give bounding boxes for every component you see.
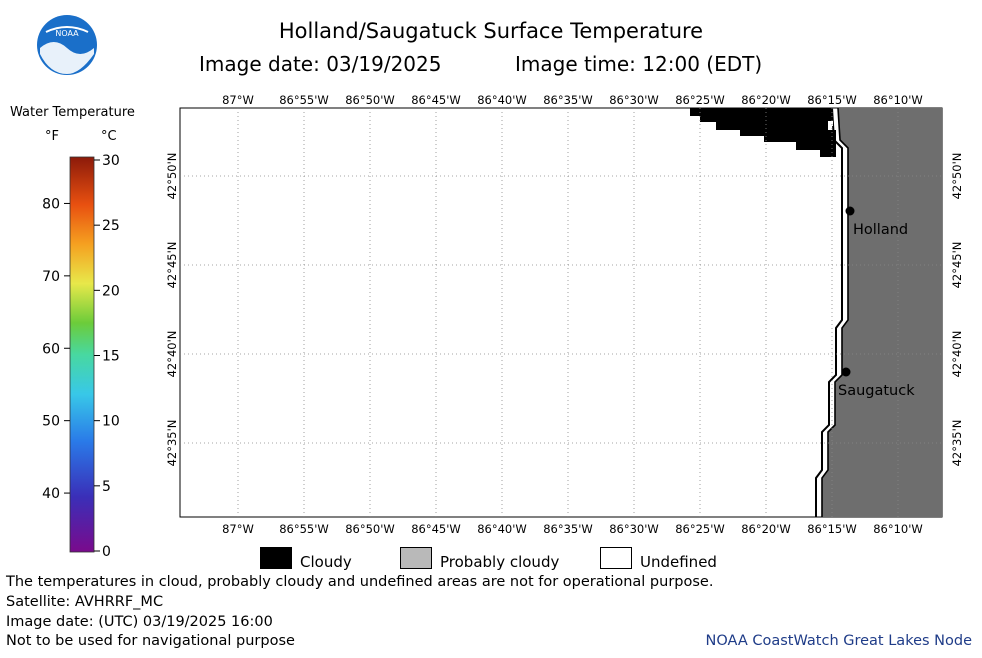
lon-label-top: 86°35'W [543, 93, 593, 107]
nav-warning-text: Not to be used for navigational purpose [6, 633, 295, 649]
legend-cloudy-swatch [260, 547, 292, 569]
image-date: Image date: 03/19/2025 [199, 52, 442, 76]
lon-label-bottom: 86°50'W [345, 522, 395, 536]
fahrenheit-tick-label: 60 [42, 341, 60, 357]
fahrenheit-tick-label: 80 [42, 196, 60, 212]
legend-probably-cloudy-label: Probably cloudy [440, 553, 560, 571]
lon-label-bottom: 86°15'W [807, 522, 857, 536]
lon-label-bottom: 86°45'W [411, 522, 461, 536]
legend-cloudy-label: Cloudy [300, 553, 352, 571]
lat-label-left: 42°50'N [165, 153, 179, 200]
scale-title: Water Temperature [10, 105, 135, 120]
celsius-tick-label: 30 [102, 153, 120, 169]
unit-celsius: °C [101, 129, 117, 144]
lon-label-bottom: 86°35'W [543, 522, 593, 536]
celsius-tick-label: 5 [102, 479, 111, 495]
lon-label-top: 86°10'W [873, 93, 923, 107]
lon-label-top: 86°45'W [411, 93, 461, 107]
image-time: Image time: 12:00 (EDT) [515, 52, 763, 76]
cloud-gap [828, 121, 833, 126]
legend-undefined-swatch [600, 547, 632, 569]
unit-fahrenheit: °F [45, 129, 59, 144]
lon-label-bottom: 86°10'W [873, 522, 923, 536]
lon-label-top: 86°20'W [741, 93, 791, 107]
lat-label-left: 42°45'N [165, 242, 179, 289]
shoreline [815, 107, 843, 517]
lon-label-top: 86°25'W [675, 93, 725, 107]
lon-label-top: 86°40'W [477, 93, 527, 107]
lat-label-right: 42°35'N [950, 420, 964, 467]
holland-label: Holland [853, 222, 908, 238]
logo-text: NOAA [55, 29, 79, 38]
celsius-tick-label: 0 [102, 544, 111, 560]
saugatuck-marker [841, 367, 851, 377]
lon-label-top: 86°50'W [345, 93, 395, 107]
shoreline-inner [821, 107, 849, 517]
lon-label-bottom: 86°20'W [741, 522, 791, 536]
noaa-logo-icon: NOAA [37, 15, 97, 75]
lon-label-bottom: 87°W [222, 522, 254, 536]
lon-label-bottom: 86°55'W [279, 522, 329, 536]
lon-label-bottom: 86°30'W [609, 522, 659, 536]
holland-marker [845, 206, 855, 216]
page-title: Holland/Saugatuck Surface Temperature [278, 19, 704, 43]
lon-label-top: 87°W [222, 93, 254, 107]
fahrenheit-tick-label: 50 [42, 414, 60, 430]
disclaimer-text: The temperatures in cloud, probably clou… [6, 574, 714, 590]
legend-probably-cloudy-swatch [400, 547, 432, 569]
lon-label-bottom: 86°25'W [675, 522, 725, 536]
celsius-tick-label: 25 [102, 218, 120, 234]
lat-label-right: 42°45'N [950, 242, 964, 289]
satellite-text: Satellite: AVHRRF_MC [6, 594, 164, 610]
lat-label-right: 42°40'N [950, 331, 964, 378]
celsius-tick-label: 10 [102, 414, 120, 430]
temperature-color-bar [69, 156, 95, 553]
lat-label-left: 42°35'N [165, 420, 179, 467]
fahrenheit-tick-label: 40 [42, 486, 60, 502]
lon-label-top: 86°30'W [609, 93, 659, 107]
fahrenheit-tick-label: 70 [42, 269, 60, 285]
celsius-tick-label: 15 [102, 349, 120, 365]
lat-label-right: 42°50'N [950, 153, 964, 200]
lon-label-top: 86°55'W [279, 93, 329, 107]
celsius-tick-label: 20 [102, 283, 120, 299]
lat-label-left: 42°40'N [165, 331, 179, 378]
lon-label-bottom: 86°40'W [477, 522, 527, 536]
utc-date-text: Image date: (UTC) 03/19/2025 16:00 [6, 614, 273, 630]
cloud-area [690, 108, 836, 157]
lon-label-top: 86°15'W [807, 93, 857, 107]
saugatuck-label: Saugatuck [838, 383, 915, 399]
credit-text: NOAA CoastWatch Great Lakes Node [705, 633, 972, 649]
legend-undefined-label: Undefined [640, 553, 717, 571]
